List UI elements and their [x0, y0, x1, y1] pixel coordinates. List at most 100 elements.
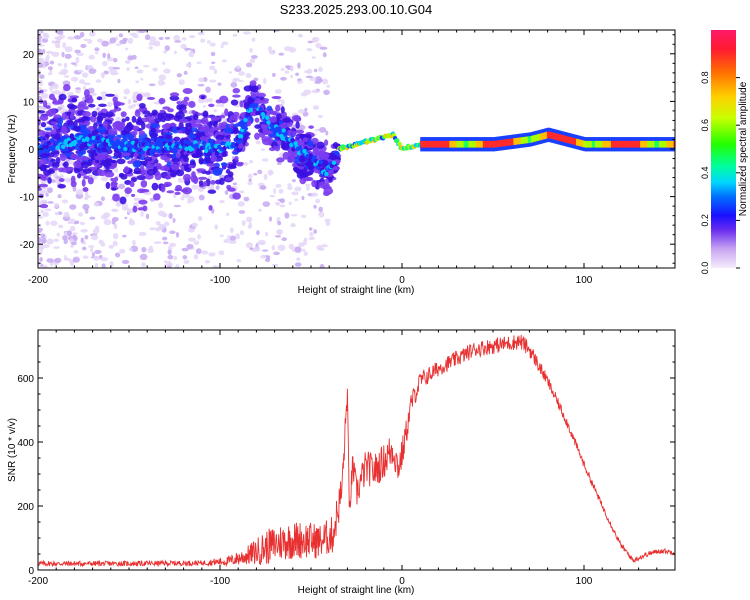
spectrogram-cell: [116, 158, 126, 165]
spectrogram-band-core: [465, 140, 468, 148]
spectrogram-cell: [188, 227, 195, 233]
spectrogram-cell: [306, 185, 310, 191]
spectrogram-cell: [77, 173, 82, 179]
spectrogram-cell: [149, 132, 158, 138]
x-tick-label: -200: [28, 576, 48, 587]
spectrogram-cell: [86, 65, 92, 70]
spectrogram-cell: [59, 154, 67, 162]
spectrogram-cell: [213, 109, 217, 113]
spectrogram-cell: [128, 105, 134, 110]
spectrogram-band-core: [421, 140, 424, 148]
spectrogram-cell: [269, 194, 276, 198]
spectrogram-cell: [105, 181, 111, 190]
spectrogram-cell: [247, 173, 253, 179]
spectrogram-cell: [100, 196, 105, 202]
spectrogram-cell: [267, 110, 275, 114]
spectrogram-band-core: [503, 139, 506, 147]
spectrogram-band-core: [561, 135, 564, 142]
spectrogram-cell: [295, 121, 300, 129]
spectrogram-cell: [79, 221, 86, 226]
spectrogram-cell: [91, 110, 98, 117]
spectrogram-cell: [163, 50, 168, 54]
spectrogram-cell: [291, 114, 301, 122]
spectrogram-band-core: [469, 140, 472, 148]
spectrogram-cell: [112, 66, 121, 70]
spectrogram-cell: [313, 204, 317, 209]
spectrogram-cell: [45, 105, 51, 109]
spectrogram-cell: [96, 115, 104, 122]
spectrogram-cell: [93, 122, 98, 131]
spectrogram-cell: [221, 41, 229, 46]
spectrogram-band-core: [642, 140, 646, 148]
y-tick-label: -20: [20, 240, 35, 251]
spectrogram-cell: [295, 72, 300, 76]
spectrogram-band-core: [479, 140, 482, 148]
spectrogram-ridge-cell: [265, 115, 270, 120]
spectrogram-cell: [197, 169, 203, 173]
spectrogram-band-core: [474, 140, 477, 148]
spectrogram-cell: [39, 74, 45, 79]
spectrogram-band-core: [573, 138, 576, 145]
spectrogram-cell: [38, 92, 41, 96]
spectrogram-cell: [38, 62, 44, 69]
spectrogram-band-core: [460, 140, 464, 148]
spectrogram-cell: [63, 161, 69, 168]
spectrogram-ridge-cell: [278, 130, 283, 135]
spectrogram-cell: [83, 82, 91, 86]
spectrogram-band-core: [562, 135, 565, 143]
spectrogram-band-core: [539, 133, 542, 141]
spectrogram-cell: [53, 238, 59, 243]
spectrogram-band-core: [626, 140, 630, 148]
spectrogram-cell: [141, 262, 146, 268]
spectrogram-cell: [47, 176, 52, 184]
spectrogram-cell: [299, 158, 306, 163]
spectrogram-cell: [83, 89, 90, 98]
x-tick-label: -200: [28, 275, 48, 286]
spectrogram-ridge-cell: [324, 171, 329, 177]
spectrogram-cell: [320, 244, 328, 248]
spectrogram-cell: [145, 163, 154, 168]
spectrogram-cell: [200, 95, 205, 100]
spectrogram-cell: [62, 199, 68, 204]
spectrogram-cell: [215, 185, 220, 190]
spectrogram-cell: [111, 208, 117, 212]
spectrogram-band-core: [462, 140, 465, 148]
spectrogram-cell: [129, 152, 134, 158]
spectrogram-cell: [295, 129, 305, 134]
spectrogram-cell: [79, 79, 86, 84]
spectrogram-cell: [119, 121, 125, 129]
spectrogram-cell: [152, 153, 161, 157]
spectrogram-ridge-cell: [281, 128, 286, 133]
spectrogram-cell: [307, 40, 314, 44]
spectrogram-cell: [215, 104, 223, 107]
spectrogram-cell: [155, 221, 161, 226]
spectrogram-band-core: [431, 140, 434, 148]
spectrogram-band-core: [439, 140, 442, 148]
y-tick-label: 600: [17, 374, 34, 385]
spectrogram-band-core: [558, 134, 561, 141]
spectrogram-cell: [148, 112, 158, 116]
spectrogram-cell: [257, 92, 266, 98]
spectrogram-cell: [279, 198, 285, 204]
spectrogram-band-core: [468, 140, 471, 148]
spectrogram-cell: [186, 244, 194, 249]
spectrogram-cell: [302, 166, 308, 174]
spectrogram-cell: [138, 30, 147, 34]
spectrogram-cell: [198, 157, 204, 165]
spectrogram-cell: [172, 217, 176, 223]
spectrogram-cell: [272, 145, 281, 150]
spectrogram-cell: [287, 185, 293, 191]
spectrogram-cell: [70, 175, 76, 184]
spectrogram-band-core: [466, 140, 469, 148]
spectrogram-band-core: [535, 134, 538, 142]
spectrogram-cell: [237, 79, 244, 83]
spectrogram-cell: [276, 161, 282, 166]
spectrogram-cell: [249, 159, 254, 164]
spectrogram-band-core: [602, 140, 605, 148]
spectrogram-cell: [291, 191, 299, 196]
spectrogram-cell: [69, 225, 76, 232]
spectrogram-cell: [169, 171, 177, 178]
spectrogram-cell: [51, 40, 56, 44]
spectrogram-cell: [182, 156, 189, 162]
spectrogram-cell: [273, 251, 280, 256]
